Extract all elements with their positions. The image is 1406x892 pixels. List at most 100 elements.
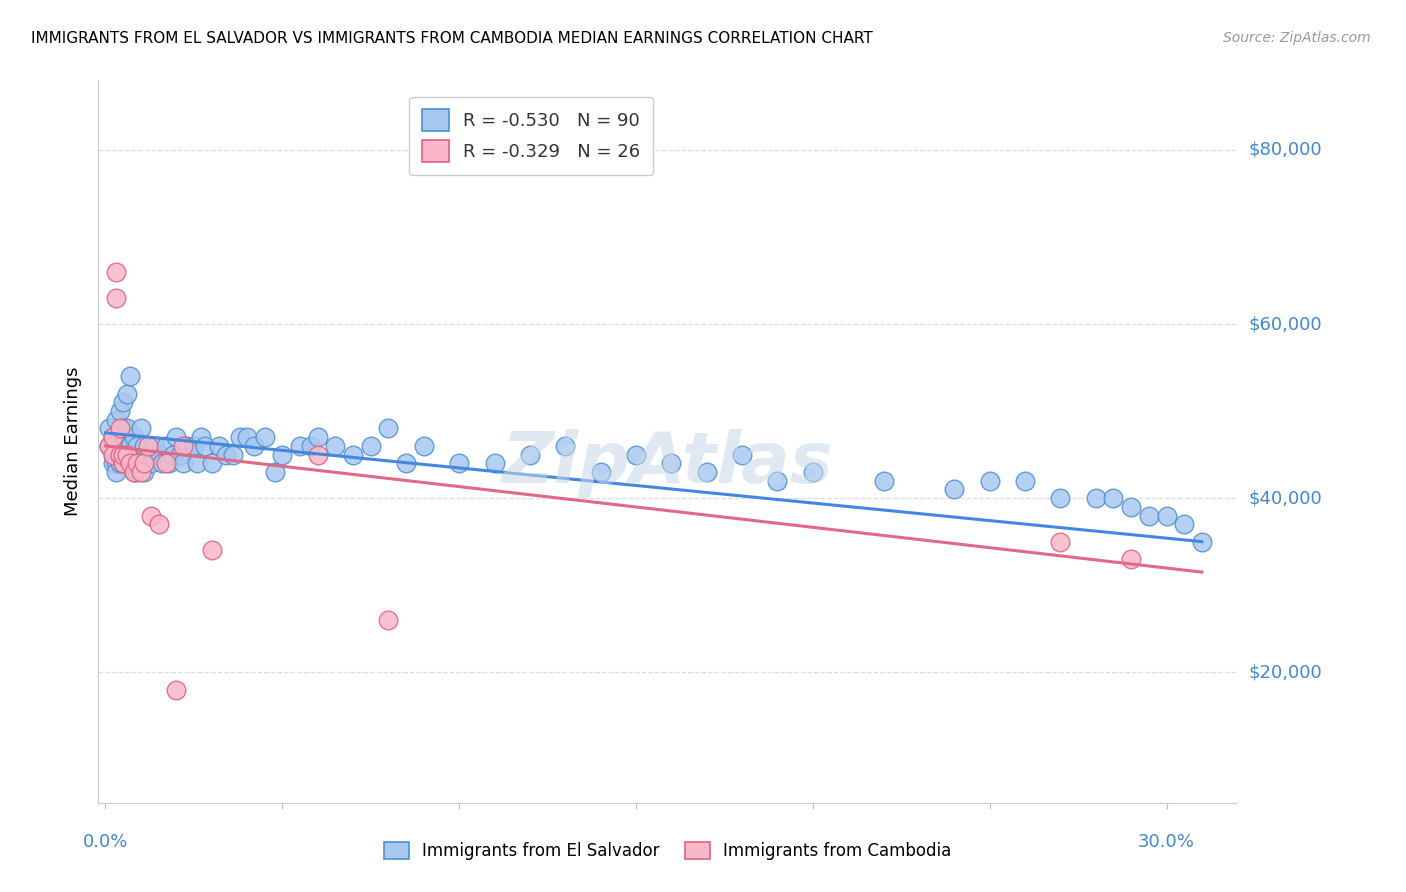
Point — [696, 465, 718, 479]
Point — [122, 430, 145, 444]
Point — [120, 456, 142, 470]
Point — [148, 517, 170, 532]
Point — [519, 448, 541, 462]
Point — [222, 448, 245, 462]
Y-axis label: Median Earnings: Median Earnings — [65, 367, 83, 516]
Point — [108, 421, 131, 435]
Text: $40,000: $40,000 — [1249, 489, 1322, 508]
Point — [105, 456, 128, 470]
Point — [731, 448, 754, 462]
Point — [307, 448, 329, 462]
Text: Source: ZipAtlas.com: Source: ZipAtlas.com — [1223, 31, 1371, 45]
Point — [101, 456, 124, 470]
Point — [1121, 500, 1143, 514]
Text: 30.0%: 30.0% — [1137, 833, 1195, 851]
Point — [307, 430, 329, 444]
Point — [208, 439, 231, 453]
Point — [108, 456, 131, 470]
Point — [112, 456, 135, 470]
Point — [98, 439, 121, 453]
Point — [200, 456, 222, 470]
Text: $80,000: $80,000 — [1249, 141, 1322, 159]
Point — [101, 448, 124, 462]
Point — [115, 421, 138, 435]
Point — [101, 430, 124, 444]
Point — [105, 291, 128, 305]
Point — [176, 439, 198, 453]
Point — [253, 430, 276, 444]
Text: $60,000: $60,000 — [1249, 315, 1322, 333]
Point — [271, 448, 294, 462]
Point — [215, 448, 238, 462]
Point — [360, 439, 382, 453]
Point — [105, 265, 128, 279]
Point — [127, 456, 149, 470]
Point — [108, 439, 131, 453]
Point — [1191, 534, 1213, 549]
Point — [112, 395, 135, 409]
Point — [200, 543, 222, 558]
Point — [155, 456, 177, 470]
Point — [186, 456, 208, 470]
Point — [172, 456, 194, 470]
Point — [1102, 491, 1125, 505]
Point — [122, 448, 145, 462]
Point — [288, 439, 311, 453]
Text: IMMIGRANTS FROM EL SALVADOR VS IMMIGRANTS FROM CAMBODIA MEDIAN EARNINGS CORRELAT: IMMIGRANTS FROM EL SALVADOR VS IMMIGRANT… — [31, 31, 873, 46]
Point — [1156, 508, 1178, 523]
Point — [141, 508, 163, 523]
Point — [1084, 491, 1107, 505]
Point — [1137, 508, 1160, 523]
Point — [661, 456, 683, 470]
Point — [108, 448, 131, 462]
Point — [165, 430, 187, 444]
Point — [148, 448, 170, 462]
Point — [325, 439, 347, 453]
Point — [1049, 534, 1071, 549]
Point — [943, 483, 966, 497]
Point — [108, 430, 131, 444]
Point — [412, 439, 434, 453]
Point — [143, 439, 166, 453]
Point — [377, 613, 399, 627]
Point — [484, 456, 506, 470]
Point — [243, 439, 266, 453]
Point — [299, 439, 322, 453]
Point — [115, 386, 138, 401]
Point — [134, 456, 156, 470]
Point — [136, 448, 159, 462]
Text: 0.0%: 0.0% — [83, 833, 128, 851]
Point — [134, 439, 156, 453]
Point — [105, 413, 128, 427]
Text: $20,000: $20,000 — [1249, 664, 1322, 681]
Point — [872, 474, 894, 488]
Point — [157, 456, 180, 470]
Point — [589, 465, 612, 479]
Point — [98, 421, 121, 435]
Point — [979, 474, 1001, 488]
Point — [1173, 517, 1195, 532]
Point — [264, 465, 287, 479]
Point — [150, 456, 173, 470]
Point — [112, 421, 135, 435]
Point — [554, 439, 576, 453]
Point — [115, 448, 138, 462]
Point — [127, 465, 149, 479]
Point — [229, 430, 252, 444]
Point — [129, 456, 152, 470]
Point — [395, 456, 418, 470]
Point — [162, 448, 184, 462]
Point — [115, 448, 138, 462]
Point — [136, 439, 159, 453]
Point — [98, 439, 121, 453]
Point — [193, 439, 215, 453]
Point — [183, 439, 205, 453]
Point — [766, 474, 789, 488]
Legend: Immigrants from El Salvador, Immigrants from Cambodia: Immigrants from El Salvador, Immigrants … — [377, 835, 959, 867]
Point — [101, 448, 124, 462]
Point — [122, 465, 145, 479]
Point — [120, 456, 142, 470]
Point — [624, 448, 647, 462]
Point — [190, 430, 212, 444]
Point — [112, 456, 135, 470]
